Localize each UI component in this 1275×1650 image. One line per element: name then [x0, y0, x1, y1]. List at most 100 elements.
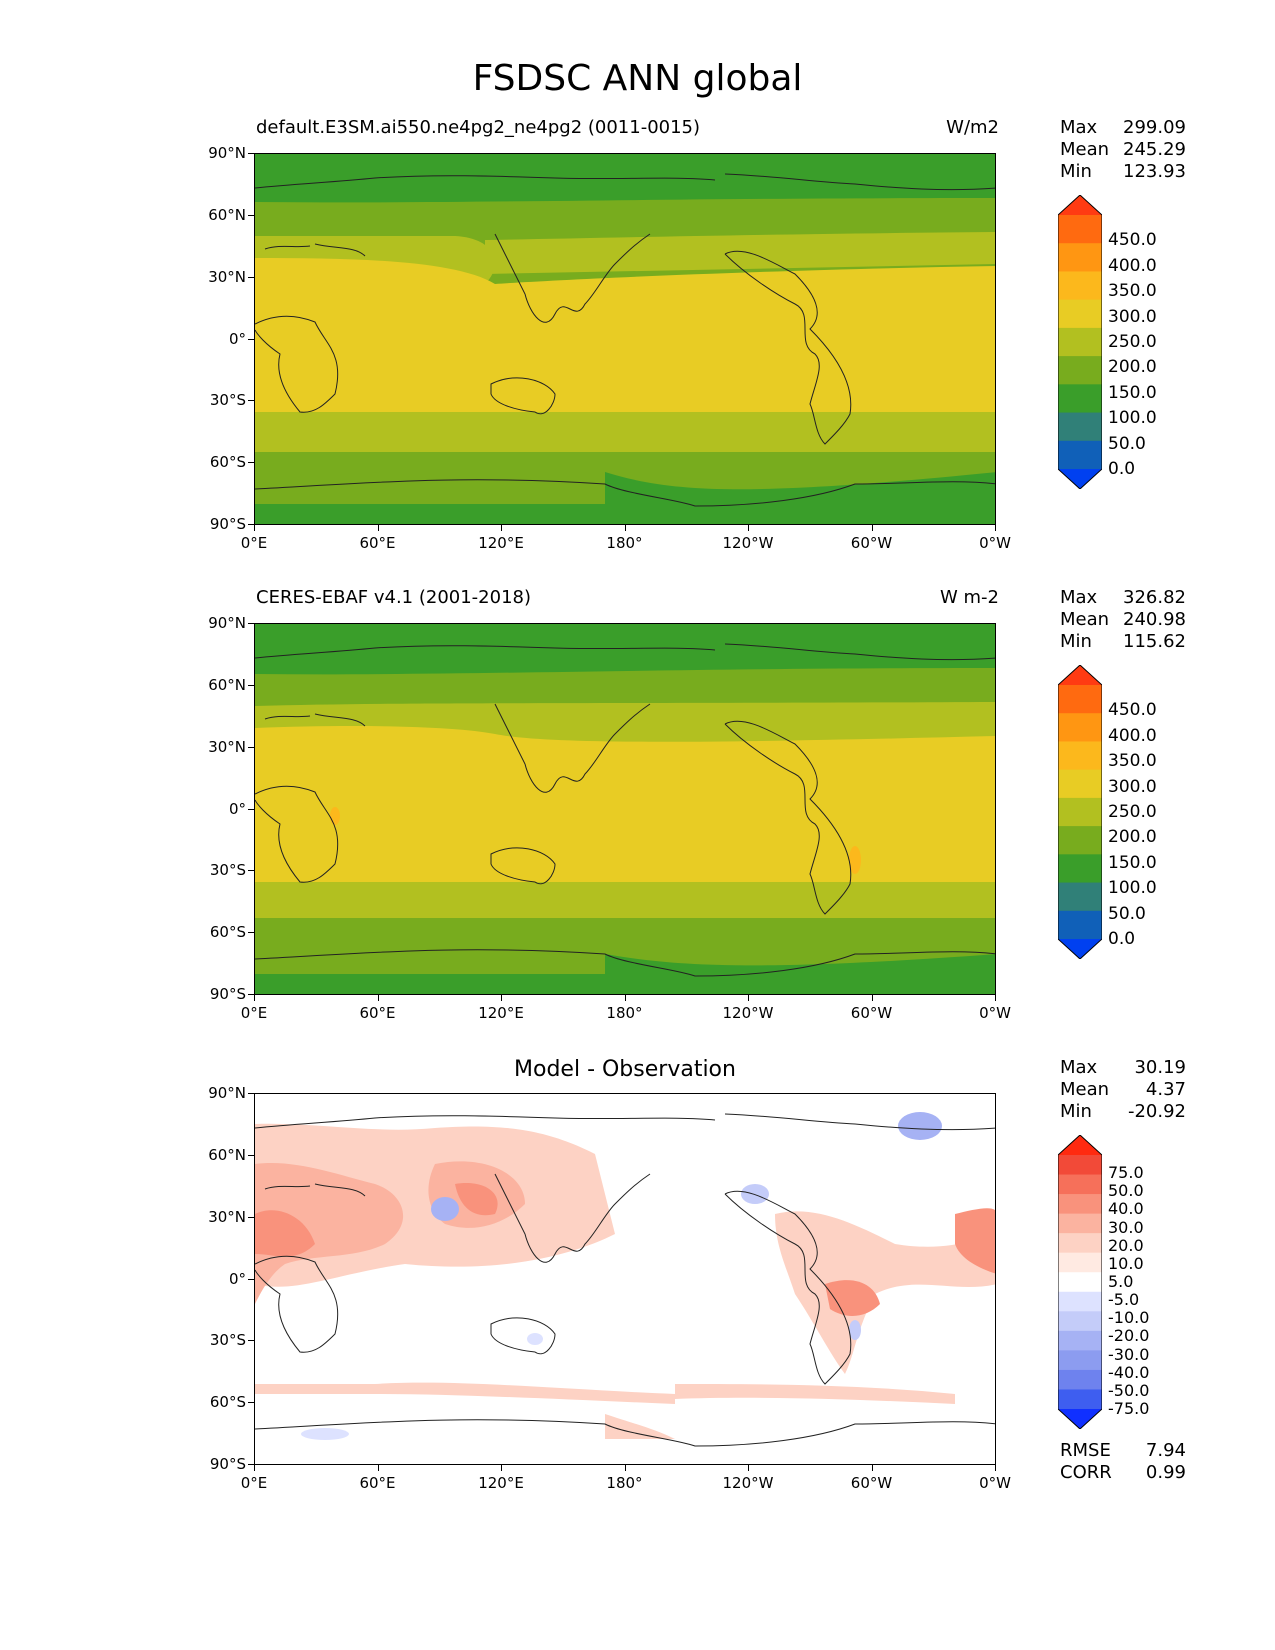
model-map[interactable]	[254, 153, 996, 525]
corr-value: 0.99	[1145, 1462, 1186, 1483]
lon-tick-label: 60°W	[850, 534, 893, 552]
colorbar-segment	[1058, 1252, 1102, 1273]
colorbar-segment	[1058, 797, 1102, 827]
corr-label: CORR	[1060, 1462, 1112, 1483]
model-map-canvas	[255, 154, 995, 524]
colorbar-tick-label: 250.0	[1108, 802, 1157, 822]
lon-tick-label: 120°E	[478, 1004, 524, 1022]
lat-tick-mark	[248, 623, 254, 624]
lat-tick-mark	[248, 1402, 254, 1404]
stat-label: Mean	[1060, 139, 1110, 160]
colorbar-tick-label: 100.0	[1108, 878, 1157, 899]
diff-map[interactable]	[254, 1093, 996, 1465]
model-colorbar	[1058, 195, 1102, 489]
colorbar-segment	[1058, 299, 1102, 329]
lat-tick-mark	[248, 462, 254, 464]
colorbar-tick-label: 50.0	[1108, 1181, 1144, 1201]
colorbar-segment	[1058, 243, 1102, 272]
panel-obs-units: W m-2	[939, 587, 999, 608]
figure-title: FSDSC ANN global	[472, 58, 803, 99]
colorbar-tick-label: 5.0	[1108, 1272, 1134, 1291]
colorbar-segment	[1058, 440, 1102, 470]
colorbar-tick-label: 10.0	[1108, 1253, 1144, 1273]
lat-tick-mark	[248, 1154, 254, 1156]
stat-label: Max	[1060, 117, 1098, 138]
lon-tick-label: 0°W	[979, 1474, 1011, 1492]
panel-obs-title: CERES-EBAF v4.1 (2001-2018)	[256, 587, 532, 608]
lon-tick-label: 60°E	[359, 1474, 396, 1492]
lon-tick-label: 120°E	[478, 1474, 524, 1492]
model-max-value: 299.09	[1123, 117, 1186, 138]
panel-model-title: default.E3SM.ai550.ne4pg2_ne4pg2 (0011-0…	[256, 117, 701, 138]
lat-tick-mark	[248, 1464, 254, 1465]
lon-tick-label: 0°E	[240, 534, 268, 552]
stat-label: Min	[1060, 161, 1092, 182]
lon-tick-mark	[995, 995, 996, 1001]
colorbar-tick-label: 20.0	[1108, 1235, 1144, 1255]
colorbar-tick-label: -20.0	[1108, 1326, 1150, 1346]
lat-tick-label: 90°S	[209, 985, 246, 1003]
colorbar-tick-label: 200.0	[1108, 357, 1157, 378]
lat-tick-label: 60°N	[208, 1145, 246, 1164]
lon-tick-mark	[624, 525, 626, 531]
lon-tick-mark	[871, 525, 873, 531]
colorbar-tick-label: 450.0	[1108, 230, 1157, 251]
colorbar-tick-label: 450.0	[1108, 700, 1157, 721]
panel-model-units: W/m2	[946, 117, 999, 138]
model-min-value: 123.93	[1123, 161, 1186, 182]
colorbar-tick-label: 40.0	[1108, 1199, 1144, 1219]
lat-tick-mark	[248, 994, 254, 995]
colorbar-segment	[1058, 271, 1102, 301]
obs-map-canvas	[255, 624, 995, 994]
lat-tick-label: 30°S	[209, 1331, 246, 1350]
lat-tick-mark	[248, 684, 254, 686]
lon-tick-mark	[254, 1465, 255, 1471]
colorbar-tick-label: 50.0	[1108, 433, 1146, 454]
lat-tick-mark	[248, 1093, 254, 1094]
lon-tick-mark	[624, 1465, 626, 1471]
lon-tick-mark	[995, 1465, 996, 1471]
lon-tick-mark	[377, 1465, 379, 1471]
panel-diff-title: Model - Observation	[514, 1057, 736, 1082]
lon-tick-label: 120°W	[722, 1474, 774, 1492]
colorbar-segment	[1058, 1330, 1102, 1351]
lon-tick-mark	[748, 1465, 749, 1471]
colorbar-segment	[1058, 412, 1102, 442]
colorbar-segment	[1058, 769, 1102, 799]
colorbar-tick-label: 150.0	[1108, 382, 1157, 403]
colorbar-tick-label: 75.0	[1108, 1163, 1144, 1183]
colorbar-segment	[1058, 1155, 1102, 1176]
stat-label: Max	[1060, 1057, 1098, 1078]
lon-tick-mark	[501, 1465, 502, 1471]
obs-map[interactable]	[254, 623, 996, 995]
stat-label: Mean	[1060, 609, 1110, 630]
lon-tick-label: 0°W	[979, 1004, 1011, 1022]
colorbar-tick-label: 0.0	[1108, 459, 1136, 479]
colorbar-segment	[1058, 685, 1102, 714]
lon-tick-mark	[254, 995, 255, 1001]
stat-label: Max	[1060, 587, 1098, 608]
lon-tick-label: 0°E	[240, 1004, 268, 1022]
lat-tick-mark	[248, 400, 254, 402]
colorbar-segment	[1058, 1213, 1102, 1234]
colorbar-segment	[1058, 1350, 1102, 1371]
colorbar-segment	[1058, 215, 1102, 244]
stat-label: Min	[1060, 1101, 1092, 1122]
lat-tick-mark	[248, 1278, 254, 1280]
lon-tick-label: 120°E	[478, 534, 524, 552]
colorbar-tick-label: 300.0	[1108, 306, 1157, 327]
stat-label: Min	[1060, 631, 1092, 652]
colorbar-tick-label: -50.0	[1108, 1380, 1150, 1400]
lon-tick-label: 60°W	[850, 1474, 893, 1492]
lon-tick-mark	[254, 525, 255, 531]
lat-tick-label: 90°S	[209, 1455, 246, 1473]
lat-tick-mark	[248, 808, 254, 810]
obs-min-value: 115.62	[1123, 631, 1186, 652]
colorbar-tick-label: 200.0	[1108, 827, 1157, 848]
lon-tick-mark	[501, 525, 502, 531]
diff-min-value: -20.92	[1127, 1101, 1186, 1122]
colorbar-tick-label: 400.0	[1108, 255, 1157, 276]
